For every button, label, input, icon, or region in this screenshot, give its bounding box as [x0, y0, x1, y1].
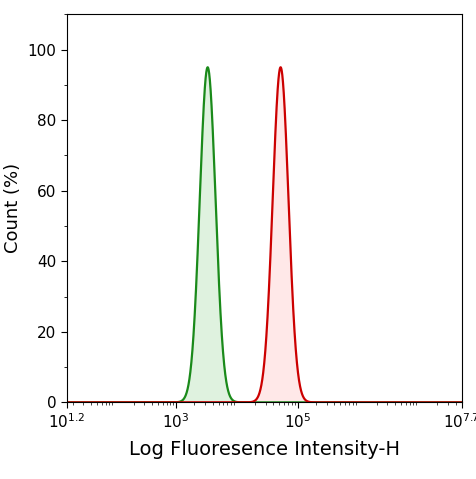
X-axis label: Log Fluoresence Intensity-H: Log Fluoresence Intensity-H [129, 440, 400, 459]
Y-axis label: Count (%): Count (%) [4, 163, 22, 253]
